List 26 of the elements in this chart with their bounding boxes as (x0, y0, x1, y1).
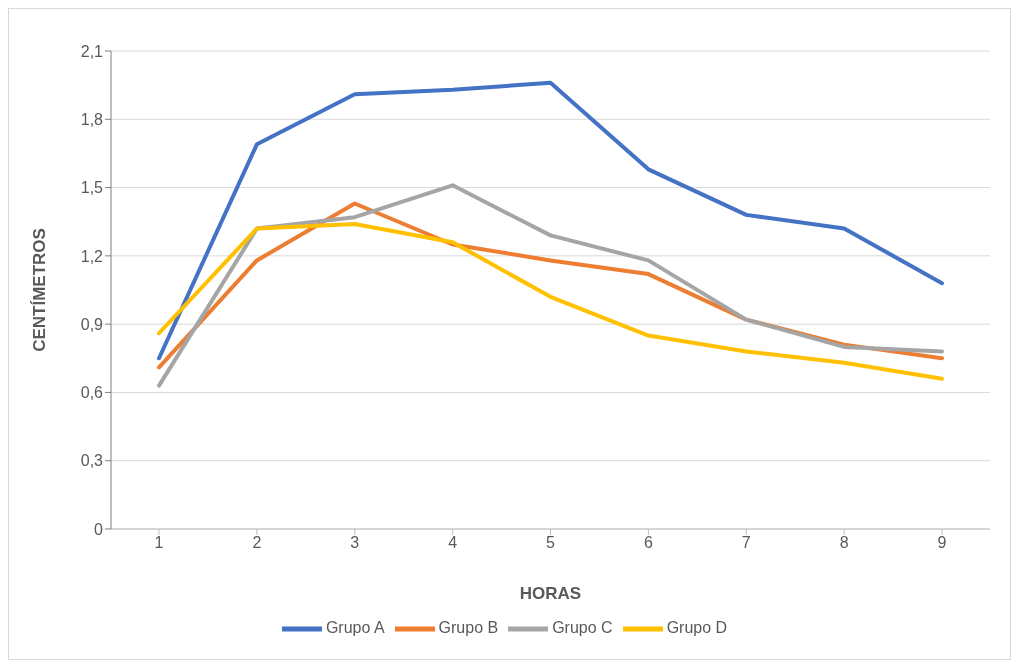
line-series (157, 80, 944, 361)
x-tick-label: 8 (839, 534, 849, 552)
y-tick-label: 0,6 (80, 384, 104, 402)
y-axis-title: CENTÍMETROS (30, 228, 50, 352)
line-series (157, 221, 944, 381)
y-tick-label: 0 (94, 520, 104, 538)
y-tick-label: 1,2 (80, 247, 104, 265)
legend-label: Grupo C (552, 619, 613, 637)
x-tick-label: 3 (350, 534, 360, 552)
x-tick-label: 4 (448, 534, 458, 552)
x-tick-label: 6 (643, 534, 653, 552)
x-tick-label: 1 (154, 534, 164, 552)
x-tick-label: 7 (741, 534, 751, 552)
x-tick-label: 5 (546, 534, 556, 552)
x-axis-title: HORAS (519, 584, 582, 603)
legend-label: Grupo B (438, 619, 499, 637)
y-tick-label: 0,3 (80, 452, 104, 470)
y-tick-label: 1,5 (80, 179, 104, 197)
y-tick-label: 1,8 (80, 110, 104, 128)
y-tick-label: 0,9 (80, 315, 104, 333)
line-series (157, 183, 944, 388)
legend-label: Grupo D (666, 619, 728, 637)
x-tick-label: 2 (252, 534, 262, 552)
x-tick-label: 9 (937, 534, 947, 552)
legend-label: Grupo A (325, 619, 385, 637)
y-tick-label: 2,1 (80, 42, 104, 60)
